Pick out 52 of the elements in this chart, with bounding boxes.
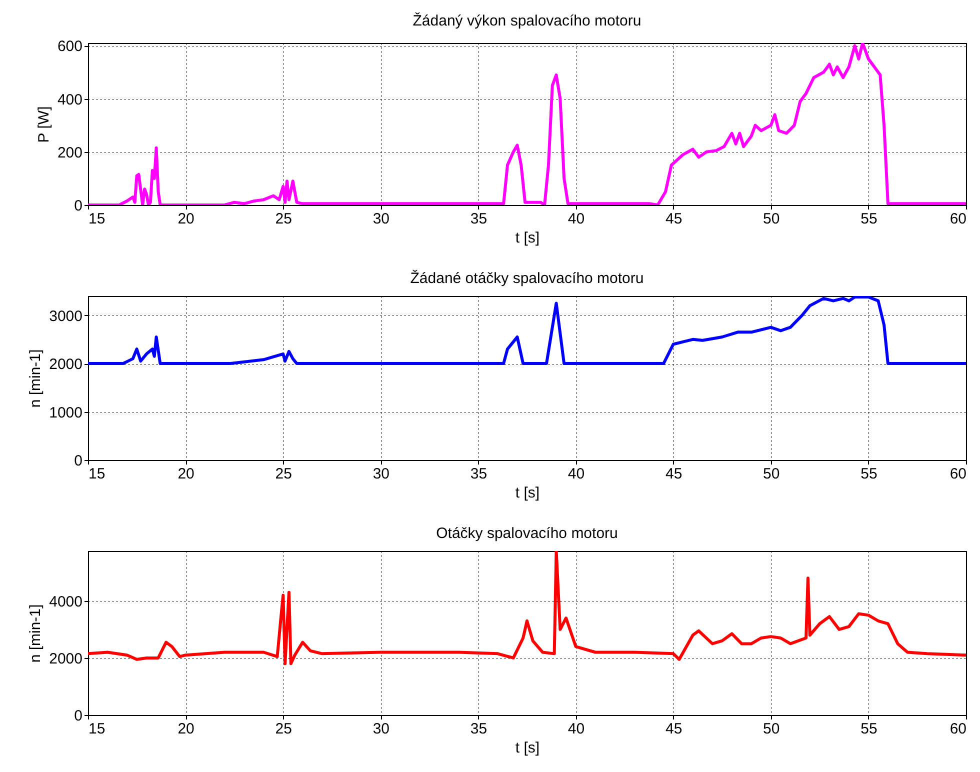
x-tick-label: 40 (568, 210, 585, 228)
x-tick-label: 15 (88, 210, 106, 228)
y-tick-label: 600 (57, 38, 82, 56)
x-tick-label: 55 (860, 466, 878, 482)
y-axis-title: P [W] (35, 106, 52, 143)
x-tick-label: 15 (88, 720, 106, 738)
x-tick-label: 50 (763, 720, 780, 738)
x-tick-label: 55 (860, 720, 878, 738)
y-tick-label: 2000 (49, 650, 82, 668)
x-tick-label: 50 (763, 210, 780, 228)
x-tick-label: 50 (763, 466, 780, 482)
x-tick-label: 20 (178, 466, 194, 482)
x-tick-label: 40 (568, 466, 585, 482)
x-tick-label: 35 (470, 210, 488, 228)
x-tick-label: 55 (860, 210, 878, 228)
chart-title: Žádané otáčky spalovacího motoru (410, 269, 644, 287)
y-tick-label: 400 (57, 91, 82, 108)
x-tick-label: 35 (470, 720, 488, 738)
x-tick-label: 20 (178, 210, 194, 228)
x-tick-label: 60 (950, 210, 966, 228)
line-series (88, 296, 966, 366)
y-tick-label: 0 (74, 452, 82, 470)
y-tick-label: 2000 (49, 356, 82, 374)
x-axis-title: t [s] (515, 740, 540, 756)
x-tick-label: 25 (275, 720, 292, 738)
y-tick-label: 0 (74, 198, 82, 214)
x-tick-label: 20 (178, 720, 194, 738)
y-tick-label: 0 (74, 708, 82, 724)
x-tick-label: 40 (568, 720, 585, 738)
x-axis-title: t [s] (515, 484, 540, 502)
x-tick-label: 45 (665, 720, 682, 738)
x-tick-label: 45 (665, 466, 682, 482)
x-tick-label: 30 (372, 466, 390, 482)
chart-title: Otáčky spalovacího motoru (436, 525, 618, 542)
line-series (88, 551, 966, 666)
x-tick-label: 30 (372, 720, 390, 738)
y-tick-label: 200 (57, 144, 82, 162)
x-axis-title: t [s] (515, 230, 540, 246)
y-axis-title: n [min-1] (27, 604, 44, 663)
x-tick-label: 35 (470, 466, 488, 482)
x-tick-label: 15 (88, 466, 106, 482)
x-tick-label: 45 (665, 210, 682, 228)
y-axis-title: n [min-1] (27, 349, 44, 408)
y-tick-label: 3000 (49, 308, 82, 325)
x-tick-label: 60 (950, 720, 966, 738)
chart-title: Žádaný výkon spalovacího motoru (412, 12, 642, 30)
y-tick-label: 4000 (49, 593, 82, 610)
x-tick-label: 25 (275, 466, 292, 482)
x-tick-label: 30 (372, 210, 390, 228)
x-tick-label: 60 (950, 466, 966, 482)
y-tick-label: 1000 (49, 404, 82, 422)
x-tick-label: 25 (275, 210, 292, 228)
